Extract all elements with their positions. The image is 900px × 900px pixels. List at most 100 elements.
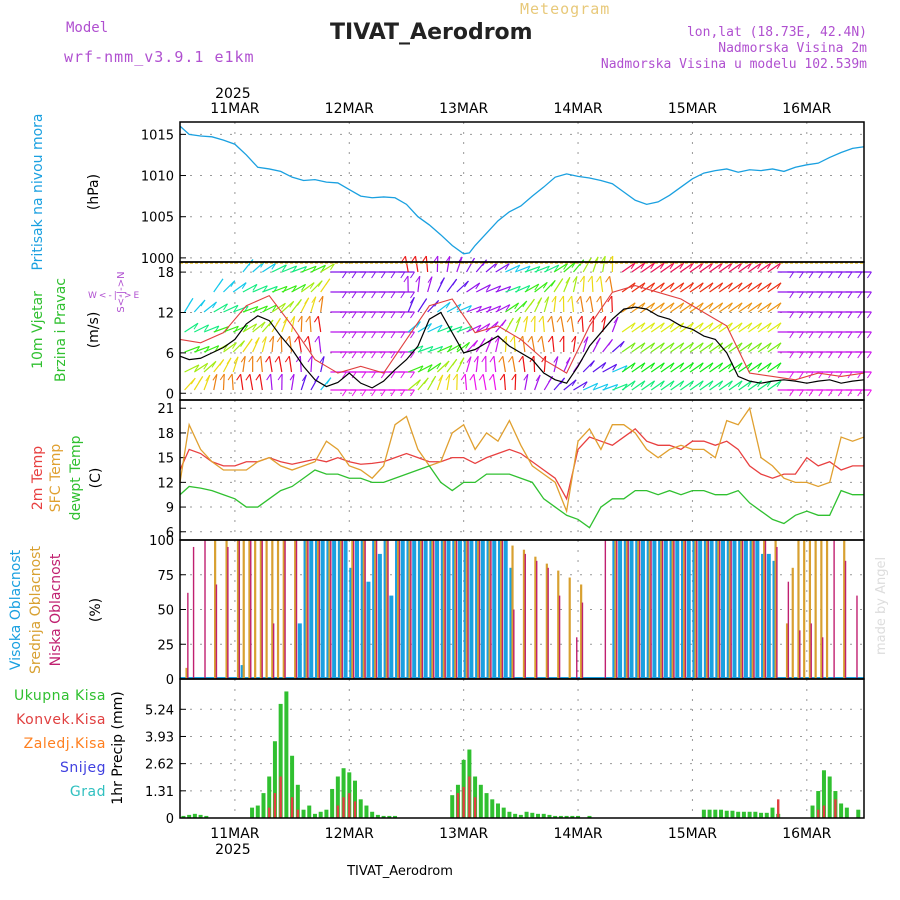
wind-barb-flag — [747, 262, 753, 270]
wind-barb — [223, 280, 236, 293]
wind-barb-flag — [582, 381, 588, 389]
wind-barb-flag — [473, 340, 478, 347]
temp-label-1: 2m Temp — [30, 446, 46, 510]
wind-barb-flag — [640, 342, 646, 350]
wind-barb-flag — [747, 282, 753, 290]
wind-barb-flag — [534, 283, 540, 291]
total-precip-bar — [295, 784, 300, 818]
mid-cloud-bar — [825, 540, 829, 679]
low-cloud-bar — [810, 623, 812, 679]
wind-barb-flag — [828, 291, 833, 299]
wind-barb — [689, 380, 704, 391]
wind-barb-flag — [361, 291, 367, 299]
wind-barb-flag — [307, 355, 313, 363]
conv-precip-bar — [342, 797, 345, 818]
wind-barb — [502, 356, 507, 373]
low-cloud-bar — [307, 540, 309, 679]
wind-barb-flag — [589, 315, 594, 323]
wind-barb — [748, 262, 762, 273]
wind-barb — [689, 262, 704, 273]
wind-barb-flag — [469, 373, 475, 381]
wind-barb — [320, 296, 324, 313]
wind-barb-flag — [460, 373, 466, 381]
wind-barb-flag — [361, 331, 367, 339]
mid-cloud-bar — [282, 540, 285, 679]
wind-barb-flag — [271, 263, 277, 270]
mid-cloud-bar — [185, 667, 188, 679]
wind-barb — [550, 316, 555, 333]
mid-cloud-bar — [763, 540, 766, 679]
wind-barb-flag — [776, 380, 782, 388]
wind-barb — [232, 282, 247, 293]
wind-barb — [563, 379, 577, 391]
wind-barb-flag — [289, 373, 295, 381]
wind-barb-flag — [572, 276, 578, 283]
wind-barb-flag — [593, 382, 599, 390]
wind-barb-flag — [798, 351, 804, 359]
wind-barb — [612, 383, 628, 391]
wind-barb — [514, 316, 521, 333]
top-day-label: 15MAR — [668, 101, 717, 117]
wind-barb-flag — [789, 291, 795, 299]
conv-precip-bar — [462, 786, 465, 818]
wind-barb-flag — [431, 375, 437, 383]
wind-barb-flag — [321, 265, 326, 272]
wind-barb — [524, 374, 529, 391]
wind-barb — [184, 345, 200, 353]
wind-barb-flag — [380, 389, 386, 397]
wind-barb-flag — [708, 380, 714, 388]
wind-barb — [748, 282, 762, 293]
wind-barb — [300, 282, 315, 293]
legend-snow: Snijeg — [60, 760, 106, 776]
wind-barb — [465, 356, 472, 373]
mid-cloud-bar — [648, 540, 651, 679]
wind-barb-flag — [718, 282, 724, 290]
wind-barb — [602, 256, 606, 273]
wind-barb-flag — [818, 271, 824, 279]
wind-barb-flag — [708, 282, 714, 290]
wind-barb — [582, 382, 598, 391]
low-cloud-bar — [730, 540, 732, 679]
wind-barb-flag — [669, 302, 675, 310]
wind-barb — [495, 285, 511, 293]
y-tick-label: 1000 — [141, 252, 174, 267]
wind-barb — [641, 362, 655, 373]
wind-barb-flag — [422, 298, 428, 305]
total-precip-bar — [318, 811, 323, 818]
wind-barb-flag — [867, 331, 872, 339]
wind-barb-flag — [415, 321, 421, 328]
wind-barb-flag — [380, 291, 386, 299]
wind-barb — [728, 342, 743, 353]
wind-barb — [738, 362, 753, 373]
y-tick-label: 18 — [157, 427, 174, 442]
wind-barb — [534, 265, 550, 273]
wind-barb — [456, 304, 472, 313]
panel-0-frame — [179, 121, 865, 263]
low-cloud-bar — [638, 540, 641, 679]
wind-barb — [184, 322, 199, 333]
wind-barb-flag — [371, 271, 376, 279]
mid-cloud-bar — [499, 540, 503, 679]
wind-barb-flag — [194, 364, 200, 372]
wind-barb-flag — [708, 262, 714, 270]
low-cloud-bar — [204, 540, 206, 679]
wind-barb — [757, 342, 772, 353]
conv-precip-bar — [273, 793, 277, 818]
wind-barb-flag — [847, 271, 853, 279]
low-cloud-bar — [375, 540, 378, 679]
wind-barb-flag — [341, 311, 347, 319]
wind-barb-flag — [669, 380, 675, 388]
low-cloud-bar — [364, 540, 366, 679]
wind-barb-flag — [828, 271, 833, 279]
legend-frozen-rain: Zaledj.Kisa — [24, 736, 106, 752]
total-precip-bar — [753, 811, 758, 818]
wind-label-2: Brzina i Pravac — [53, 278, 69, 382]
mid-cloud-bar — [419, 540, 423, 679]
wind-barb-flag — [233, 356, 239, 364]
wind-barb — [281, 285, 297, 293]
wind-barb-flag — [857, 271, 863, 279]
cloud-label-3: Niska Oblacnost — [48, 553, 64, 666]
wind-barb — [485, 285, 501, 293]
wind-barb-flag — [630, 262, 636, 270]
wind-barb-flag — [867, 311, 872, 319]
